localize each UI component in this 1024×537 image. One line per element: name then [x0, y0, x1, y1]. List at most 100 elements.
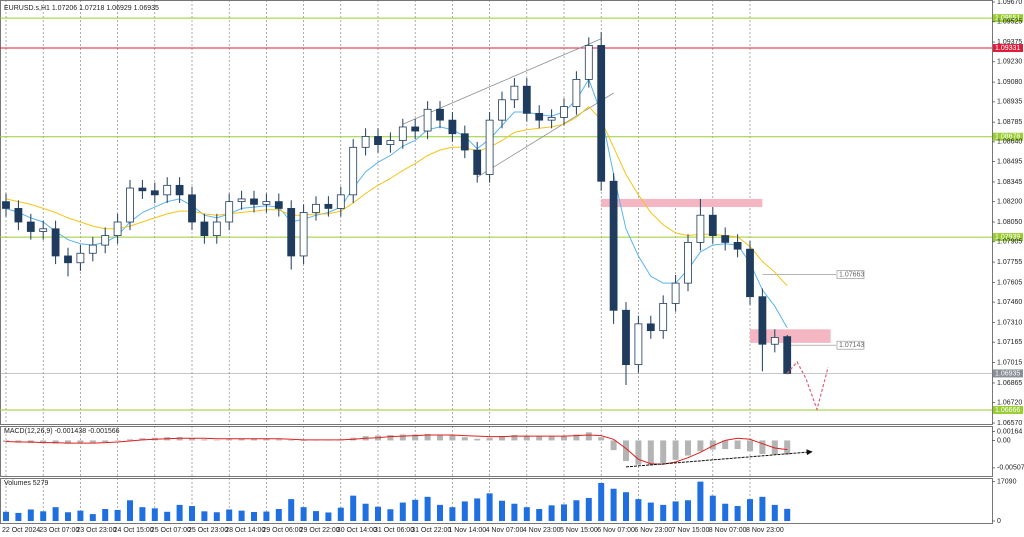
x-tick-label: 5 Nov 15:00 — [560, 527, 598, 534]
candle-body — [584, 45, 593, 80]
x-tick-label: 30 Oct 14:00 — [337, 527, 377, 534]
volume-bar — [412, 499, 419, 521]
volume-bar — [697, 481, 704, 521]
volume-bar — [3, 511, 9, 521]
x-tick-label: 31 Oct 06:00 — [374, 527, 414, 534]
volume-bar — [213, 512, 220, 521]
candle-body — [150, 190, 159, 196]
macd-title: MACD(12,26,9) -0.001438 -0.001566 — [4, 428, 120, 435]
macd-bar — [647, 440, 654, 466]
y-tick-label: 1.07015 — [997, 359, 1022, 366]
macd-bar — [709, 440, 716, 450]
y-tick-label: 1.08345 — [997, 179, 1022, 186]
level-label: 1.09551 — [995, 15, 1020, 22]
candle-body — [212, 221, 221, 236]
macd-bar — [251, 438, 257, 441]
candle-body — [597, 45, 606, 182]
x-tick-label: 22 Oct 2024 — [2, 527, 40, 534]
macd-bar — [585, 432, 592, 441]
candle-body — [312, 203, 320, 213]
x-tick-label: 1 Nov 14:00 — [448, 527, 486, 534]
signal-line — [5, 434, 788, 465]
volume-bar — [672, 501, 679, 521]
volume-bar — [65, 512, 71, 521]
volume-bar — [523, 507, 530, 521]
macd-bar — [461, 437, 468, 441]
y-tick-label: 1.08785 — [997, 119, 1022, 126]
volume-bar — [511, 503, 518, 521]
candle-body — [572, 79, 581, 107]
y-tick-label: 0.00 — [997, 437, 1011, 444]
volume-bar — [337, 507, 344, 521]
volume-bar — [288, 499, 295, 521]
level-label: 1.09331 — [995, 45, 1020, 52]
volume-bar — [623, 492, 629, 521]
candle-body — [175, 184, 184, 196]
volume-bar — [424, 496, 431, 521]
macd-bar — [263, 438, 270, 441]
volume-bar — [561, 504, 567, 521]
candle-body — [26, 221, 35, 232]
volume-panel — [0, 478, 993, 524]
candle-body — [200, 221, 209, 236]
x-tick-label: 23 Oct 23:00 — [76, 527, 116, 534]
moving-average — [5, 78, 788, 329]
annotation-label: 1.07143 — [839, 342, 864, 349]
candle-body — [770, 337, 779, 345]
volume-bar — [263, 511, 270, 521]
y-tick-label: -0.005076 — [997, 465, 1024, 472]
chart-title: EURUSD.s,H1 1.07206 1.07218 1.06929 1.06… — [4, 5, 159, 12]
x-tick-label: 8 Nov 23:00 — [746, 527, 784, 534]
candle-body — [299, 212, 308, 257]
macd-bar — [623, 440, 629, 461]
volume-bar — [40, 511, 47, 521]
y-tick-label: 0 — [997, 518, 1001, 525]
volume-bar — [201, 511, 208, 521]
volume-bar — [362, 503, 369, 521]
candle-body — [361, 136, 370, 148]
trendline — [402, 38, 602, 125]
candle-body — [708, 214, 717, 236]
level-box — [993, 14, 1023, 23]
x-tick-label: 25 Oct 23:00 — [188, 527, 228, 534]
volume-bar — [164, 511, 171, 521]
x-tick-label: 6 Nov 23:00 — [634, 527, 672, 534]
macd-bar — [660, 440, 667, 464]
volume-title: Volumes 5279 — [4, 480, 48, 487]
y-tick-label: 1.08050 — [997, 219, 1022, 226]
volume-bar — [771, 504, 778, 521]
macd-bar — [89, 440, 96, 443]
y-tick-label: 1.06865 — [997, 380, 1022, 387]
volume-bar — [536, 509, 543, 521]
y-tick-label: 1.07460 — [997, 299, 1022, 306]
macd-bar — [685, 440, 691, 456]
candle-body — [423, 108, 432, 132]
volume-bar — [77, 510, 84, 521]
candle-body — [163, 184, 172, 196]
candle-body — [646, 323, 655, 332]
volume-bar — [300, 507, 307, 521]
candle-body — [274, 201, 283, 209]
y-tick-label: 1.07905 — [997, 239, 1022, 246]
moving-average — [5, 105, 788, 287]
candle-body — [113, 221, 122, 236]
macd-bar — [424, 433, 431, 441]
macd-bar — [449, 435, 456, 441]
volume-bar — [127, 500, 133, 521]
volume-bar — [15, 512, 22, 521]
candle-body — [39, 228, 48, 232]
volume-bar — [709, 495, 716, 521]
candle-body — [498, 99, 506, 121]
volume-bar — [375, 506, 381, 521]
y-tick-label: 1.06720 — [997, 399, 1022, 406]
candle-body — [138, 187, 147, 192]
macd-bar — [437, 434, 443, 441]
macd-bar — [288, 440, 295, 441]
candle-body — [721, 235, 730, 243]
annotation-box — [836, 270, 865, 279]
macd-bar — [139, 438, 146, 441]
macd-bar — [474, 438, 481, 441]
candle-body — [448, 119, 457, 135]
level-label: 1.07939 — [995, 234, 1020, 241]
